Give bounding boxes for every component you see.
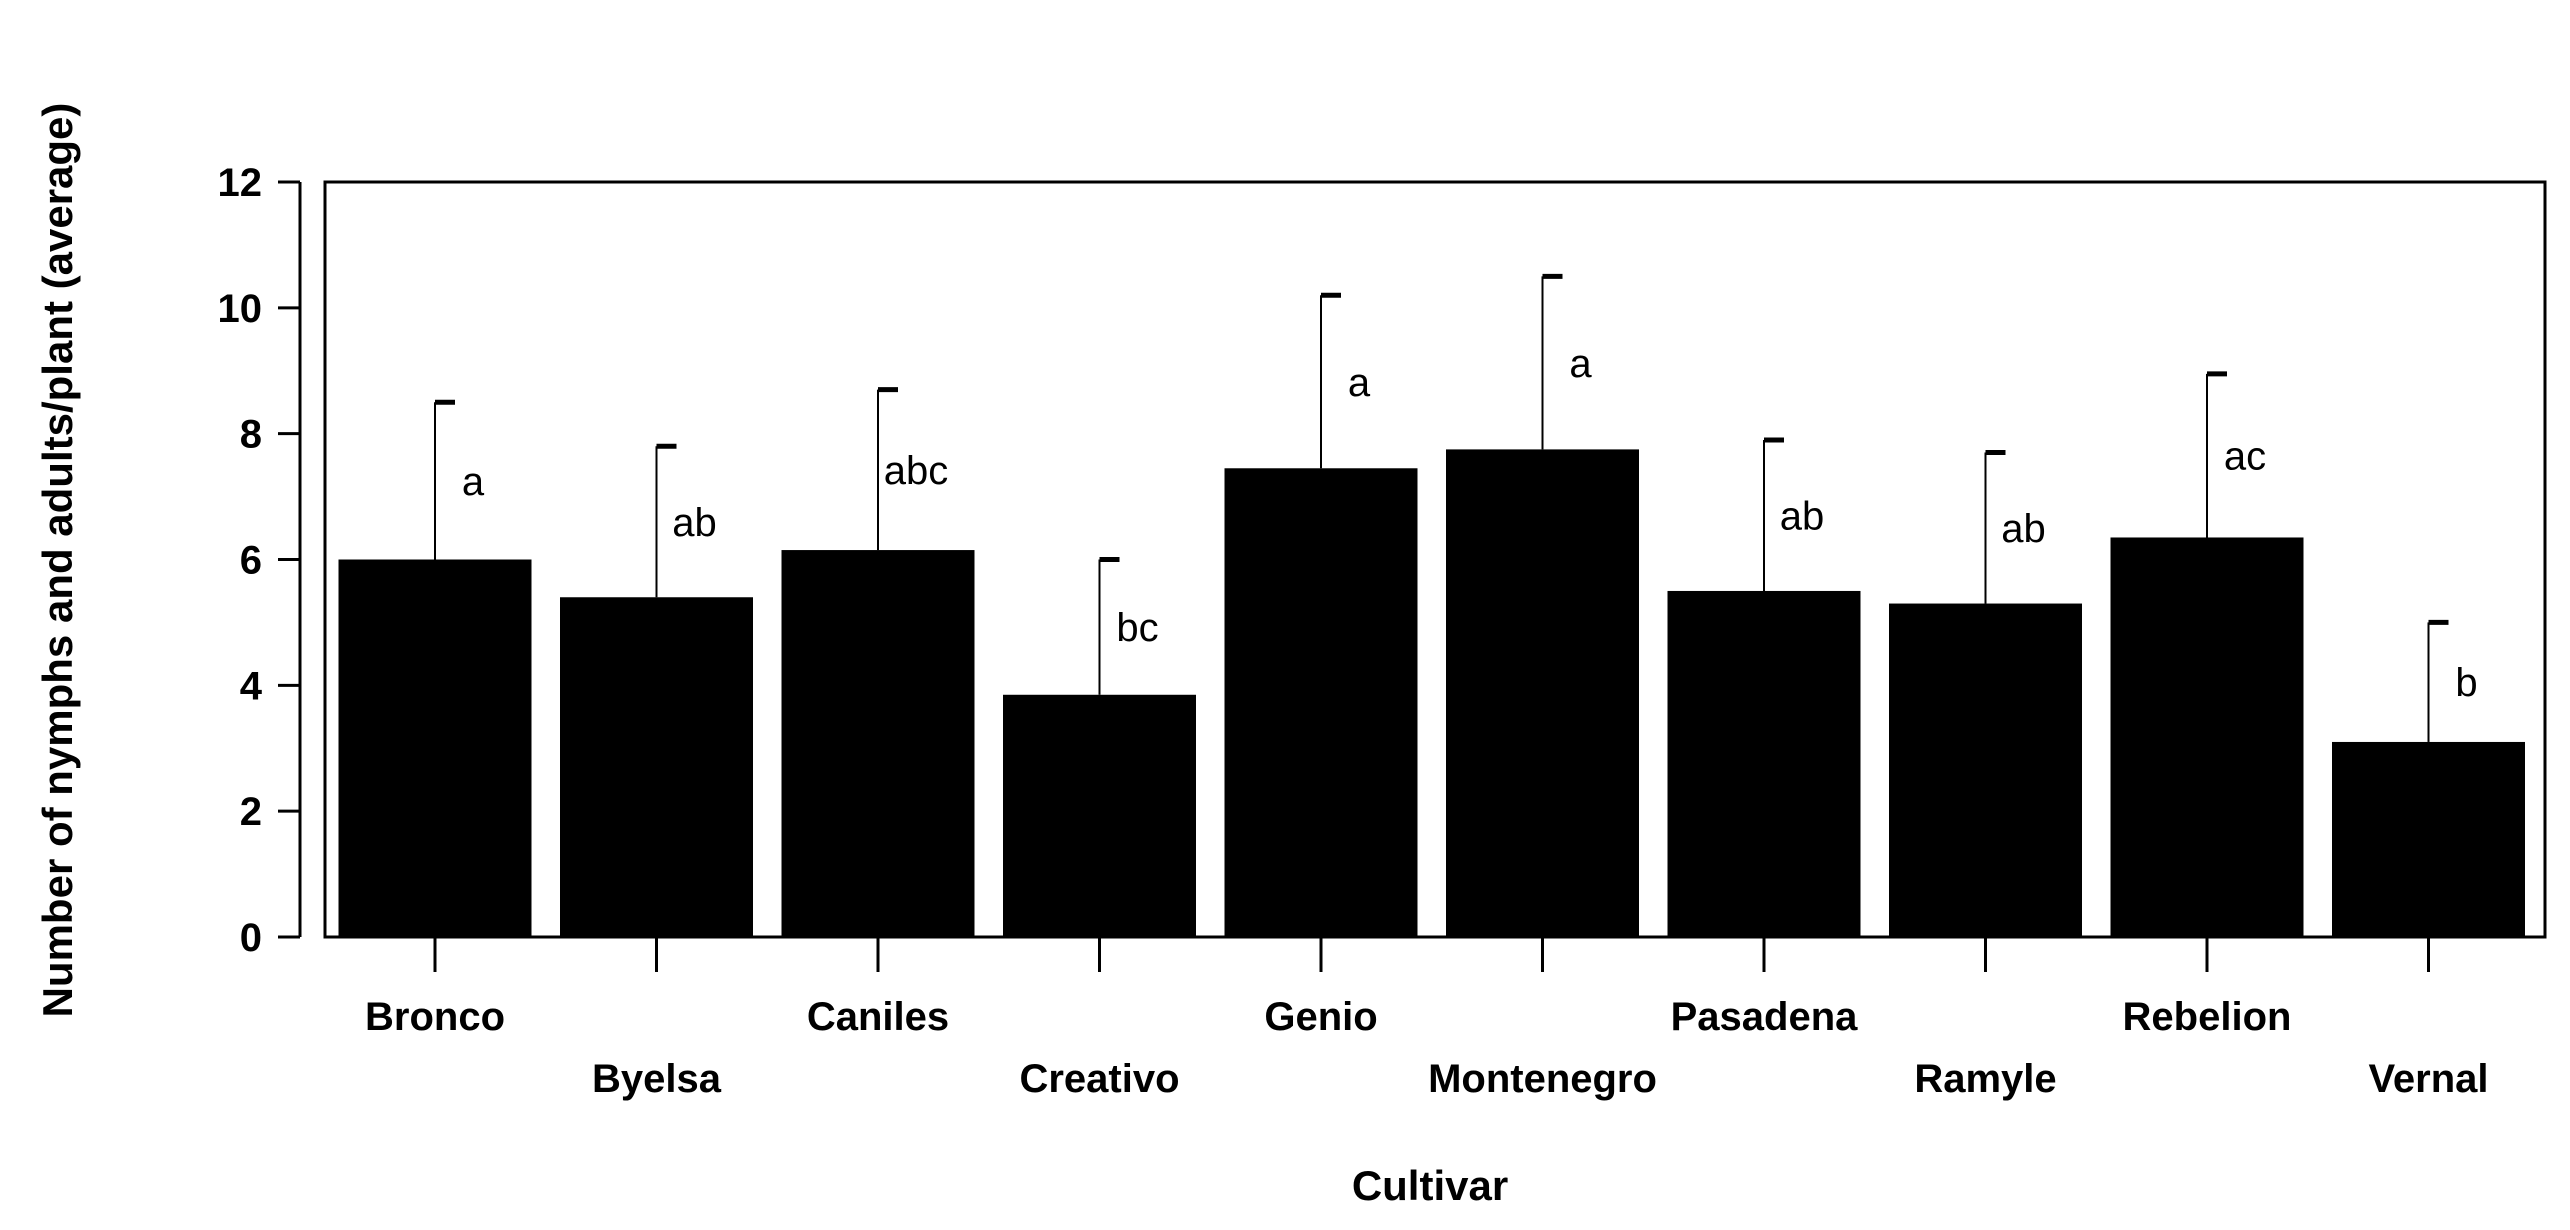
x-tick-label: Pasadena — [1671, 995, 1859, 1039]
x-tick-label: Byelsa — [592, 1057, 722, 1101]
bar — [2332, 741, 2525, 937]
y-tick-label: 6 — [240, 539, 262, 583]
significance-letter: bc — [1116, 606, 1158, 650]
y-axis: 0 2 4 6 8 10 12 — [218, 161, 302, 960]
x-tick-label: Genio — [1264, 995, 1377, 1039]
x-tick-label: Caniles — [807, 995, 949, 1039]
bar — [1446, 449, 1639, 937]
y-tick-label: 12 — [218, 161, 263, 205]
y-tick-label: 4 — [240, 664, 263, 708]
bar — [1003, 694, 1196, 937]
significance-letter: a — [1569, 342, 1592, 386]
significance-letter: a — [462, 460, 485, 504]
significance-letter: a — [1348, 361, 1371, 405]
x-axis: Bronco Byelsa Caniles Creativo Genio Monteneg… — [365, 937, 2489, 1101]
bar — [560, 597, 753, 937]
error-bars — [434, 273, 2449, 742]
significance-letter: ab — [2001, 507, 2046, 551]
x-tick-label: Ramyle — [1914, 1057, 2056, 1101]
bar — [338, 559, 532, 937]
y-axis-title: Number of nymphs and adults/plant (avera… — [34, 103, 81, 1018]
significance-letter: b — [2455, 661, 2477, 705]
plot-frame — [323, 180, 2547, 939]
y-tick-label: 0 — [240, 916, 262, 960]
x-tick-label: Bronco — [365, 995, 505, 1039]
x-tick-label: Vernal — [2368, 1057, 2488, 1101]
x-tick-label: Creativo — [1019, 1057, 1179, 1101]
y-tick-label: 10 — [218, 287, 263, 331]
x-axis-title: Cultivar — [1352, 1162, 1508, 1209]
significance-letters: a ab abc bc a a ab ab ac b — [462, 342, 2478, 705]
bar — [1224, 468, 1418, 937]
bar — [1667, 590, 1861, 937]
significance-letter: ac — [2224, 435, 2266, 479]
significance-letter: ab — [1780, 494, 1825, 538]
bars — [338, 449, 2525, 937]
bar — [781, 550, 975, 937]
bar — [1889, 603, 2082, 937]
bar — [2110, 537, 2304, 937]
x-tick-label: Rebelion — [2123, 995, 2292, 1039]
significance-letter: ab — [672, 501, 717, 545]
y-tick-label: 2 — [240, 790, 262, 834]
y-tick-label: 8 — [240, 413, 262, 457]
significance-letter: abc — [884, 449, 949, 493]
x-tick-label: Montenegro — [1428, 1057, 1657, 1101]
